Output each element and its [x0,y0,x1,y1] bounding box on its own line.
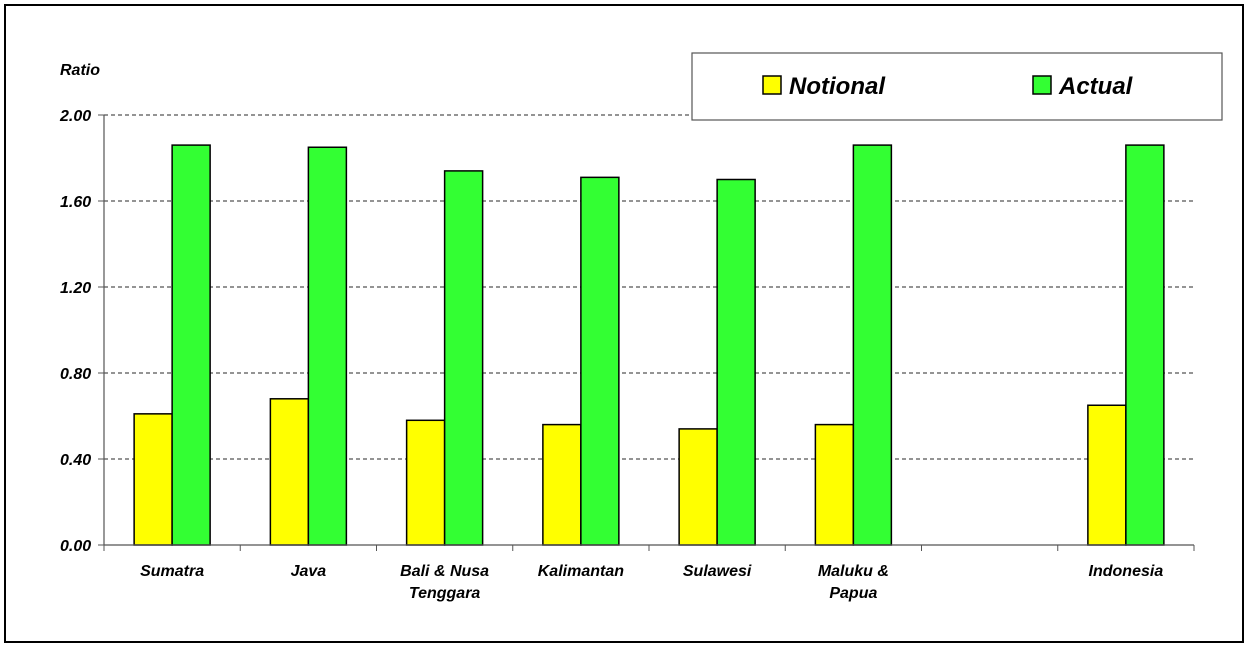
bar-notional [1087,404,1127,546]
bar-actual [443,170,484,546]
bar-notional [405,419,446,546]
category-label: Sulawesi [683,563,752,580]
bars [133,144,1165,546]
legend-label-notional: Notional [789,73,886,100]
bar-notional [678,428,718,546]
y-tick-label: 0.80 [60,366,91,383]
category-label: Indonesia [1089,563,1164,580]
y-tick-labels: 0.00 0.40 0.80 1.20 1.60 2.00 [59,108,91,555]
axes [103,115,1195,551]
bar-notional [542,423,582,546]
legend: Notional Actual [691,52,1223,121]
y-tick-label: 0.40 [60,452,91,469]
bar-notional [269,398,310,546]
y-tick-label: 1.60 [60,194,91,211]
bar-notional [814,423,855,546]
legend-swatch-actual [1032,75,1052,95]
y-tick-label: 0.00 [60,538,91,555]
category-label: Maluku & Papua [818,563,889,602]
gridlines [98,114,1194,546]
bar-notional [133,413,173,546]
category-label: Java [291,563,327,580]
bar-actual [1125,144,1165,546]
bar-actual [171,144,211,546]
legend-label-actual: Actual [1058,73,1134,100]
category-label: Bali & Nusa Tenggara [400,563,489,602]
y-tick-label: 2.00 [59,108,91,125]
category-label: Sumatra [140,563,204,580]
legend-swatch-notional [762,75,782,95]
category-labels: Sumatra Java Bali & Nusa Tenggara Kalimantan… [140,563,1164,602]
y-axis-label: Ratio [60,62,100,79]
bar-actual [852,144,893,546]
y-tick-label: 1.20 [60,280,91,297]
bar-actual [307,146,348,546]
bar-actual [580,176,620,546]
bar-actual [716,178,756,546]
category-label: Kalimantan [538,563,624,580]
